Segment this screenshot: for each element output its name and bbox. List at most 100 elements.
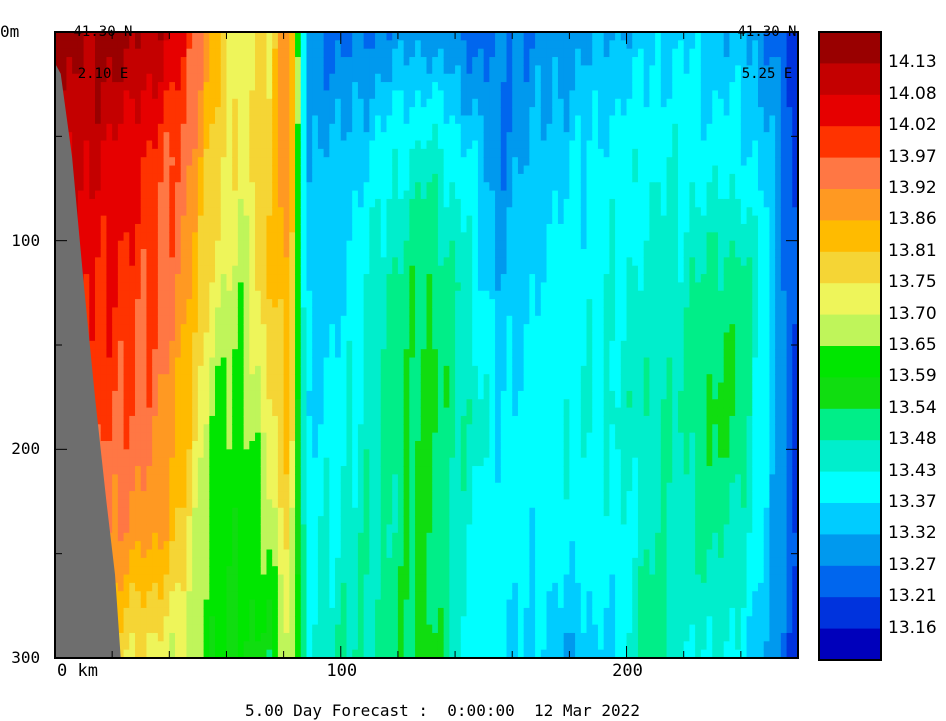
- heatmap-cell: [146, 32, 153, 41]
- heatmap-cell: [300, 107, 308, 117]
- heatmap-cell: [249, 424, 256, 434]
- heatmap-cell: [375, 424, 382, 434]
- heatmap-cell: [375, 282, 382, 292]
- heatmap-cell: [340, 232, 348, 242]
- heatmap-cell: [277, 48, 285, 58]
- heatmap-cell: [272, 257, 279, 267]
- heatmap-cell: [340, 374, 348, 384]
- heatmap-cell: [146, 282, 153, 292]
- heatmap-cell: [295, 115, 302, 125]
- heatmap-cell: [192, 57, 199, 66]
- heatmap-cell: [226, 407, 233, 417]
- heatmap-cell: [255, 524, 262, 534]
- heatmap-cell: [135, 349, 142, 359]
- heatmap-cell: [295, 357, 302, 367]
- heatmap-cell: [329, 507, 336, 517]
- heatmap-cell: [237, 440, 245, 450]
- heatmap-cell: [243, 482, 250, 492]
- heatmap-cell: [163, 349, 170, 359]
- heatmap-cell: [112, 365, 119, 375]
- heatmap-cell: [363, 399, 370, 409]
- heatmap-cell: [209, 432, 216, 442]
- heatmap-cell: [272, 474, 279, 484]
- heatmap-cell: [340, 82, 348, 92]
- heatmap-cell: [157, 265, 165, 275]
- heatmap-cell: [283, 157, 290, 167]
- heatmap-cell: [289, 599, 296, 609]
- heatmap-cell: [415, 349, 422, 359]
- heatmap-cell: [335, 207, 342, 217]
- heatmap-cell: [363, 165, 370, 175]
- heatmap-cell: [323, 324, 330, 334]
- heatmap-cell: [415, 90, 422, 100]
- heatmap-cell: [277, 399, 285, 409]
- heatmap-cell: [232, 274, 239, 283]
- heatmap-cell: [432, 40, 439, 50]
- heatmap-cell: [317, 282, 325, 292]
- heatmap-cell: [237, 374, 245, 384]
- heatmap-cell: [340, 182, 348, 192]
- heatmap-cell: [357, 457, 365, 467]
- heatmap-cell: [117, 516, 125, 526]
- heatmap-cell: [209, 532, 216, 542]
- heatmap-cell: [140, 349, 148, 359]
- heatmap-cell: [135, 607, 142, 617]
- heatmap-cell: [140, 357, 148, 367]
- heatmap-cell: [260, 249, 268, 258]
- heatmap-cell: [317, 532, 325, 542]
- heatmap-cell: [215, 524, 222, 534]
- heatmap-cell: [77, 57, 85, 66]
- heatmap-cell: [157, 382, 165, 392]
- heatmap-cell: [175, 457, 182, 467]
- heatmap-cell: [432, 73, 439, 83]
- heatmap-cell: [215, 315, 222, 325]
- heatmap-cell: [329, 624, 336, 634]
- heatmap-cell: [232, 440, 239, 450]
- heatmap-cell: [426, 432, 433, 442]
- heatmap-cell: [175, 524, 182, 534]
- heatmap-cell: [175, 424, 182, 434]
- heatmap-cell: [117, 65, 125, 75]
- heatmap-cell: [329, 415, 336, 425]
- heatmap-cell: [272, 107, 279, 117]
- heatmap-cell: [409, 32, 416, 41]
- heatmap-cell: [232, 474, 239, 484]
- heatmap-cell: [232, 240, 239, 250]
- heatmap-cell: [380, 240, 388, 250]
- heatmap-cell: [192, 90, 199, 100]
- heatmap-cell: [295, 257, 302, 267]
- heatmap-cell: [77, 165, 85, 175]
- heatmap-cell: [283, 349, 290, 359]
- heatmap-cell: [123, 249, 130, 258]
- heatmap-cell: [220, 499, 228, 509]
- heatmap-cell: [409, 440, 416, 450]
- heatmap-cell: [306, 599, 313, 609]
- heatmap-cell: [352, 57, 359, 66]
- heatmap-cell: [226, 307, 233, 317]
- heatmap-cell: [140, 265, 148, 275]
- heatmap-cell: [420, 516, 428, 526]
- heatmap-cell: [112, 107, 119, 117]
- heatmap-cell: [380, 249, 388, 258]
- heatmap-cell: [420, 616, 428, 626]
- heatmap-cell: [260, 574, 268, 584]
- heatmap-cell: [329, 599, 336, 609]
- heatmap-cell: [357, 591, 365, 601]
- heatmap-cell: [255, 132, 262, 142]
- heatmap-cell: [140, 374, 148, 384]
- heatmap-cell: [375, 332, 382, 342]
- heatmap-cell: [266, 90, 273, 100]
- heatmap-cell: [403, 541, 410, 551]
- heatmap-cell: [289, 440, 296, 450]
- heatmap-cell: [209, 324, 216, 334]
- heatmap-cell: [369, 123, 376, 133]
- heatmap-cell: [209, 499, 216, 509]
- heatmap-cell: [346, 148, 353, 158]
- heatmap-cell: [289, 65, 296, 75]
- heatmap-cell: [340, 48, 348, 58]
- heatmap-cell: [346, 73, 353, 83]
- heatmap-cell: [283, 282, 290, 292]
- heatmap-cell: [197, 140, 205, 150]
- heatmap-cell: [289, 582, 296, 592]
- heatmap-cell: [232, 557, 239, 567]
